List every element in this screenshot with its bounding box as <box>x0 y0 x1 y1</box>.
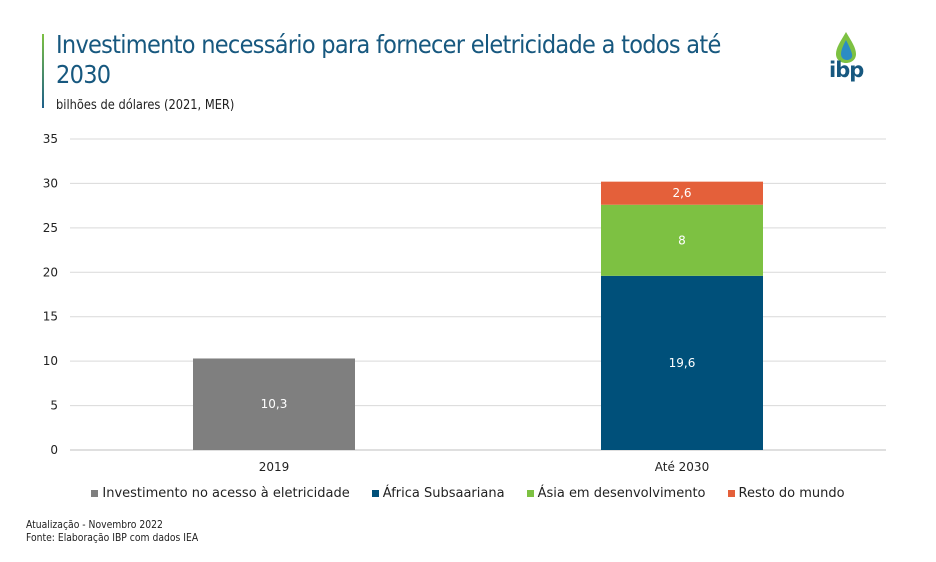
data-label: 8 <box>678 233 686 247</box>
y-tick-label: 10 <box>43 354 58 368</box>
x-tick-label: 2019 <box>259 460 290 474</box>
y-tick-label: 20 <box>43 265 58 279</box>
legend-swatch <box>727 490 735 497</box>
y-tick-label: 15 <box>43 310 58 324</box>
ibp-logo-drop-icon <box>836 32 856 63</box>
y-tick-label: 25 <box>43 221 58 235</box>
chart-legend: Investimento no acesso à eletricidade Áfr… <box>0 486 936 501</box>
legend-item: Ásia em desenvolvimento <box>526 486 706 501</box>
x-tick-label: Até 2030 <box>655 460 709 474</box>
legend-label: Resto do mundo <box>738 486 845 501</box>
bar-segment <box>601 275 763 450</box>
legend-item: Resto do mundo <box>727 486 845 501</box>
y-tick-label: 35 <box>43 132 58 146</box>
legend-item: Investimento no acesso à eletricidade <box>91 486 350 501</box>
title-accent-bar <box>42 34 44 108</box>
ibp-logo-text: ibp <box>829 58 864 82</box>
legend-label: Ásia em desenvolvimento <box>537 486 706 501</box>
legend-label: África Subsaariana <box>382 486 505 501</box>
y-tick-label: 0 <box>50 443 58 457</box>
data-label: 19,6 <box>669 356 696 370</box>
legend-label: Investimento no acesso à eletricidade <box>102 486 350 501</box>
legend-swatch <box>91 490 99 497</box>
bar-segment <box>601 204 763 276</box>
bar-segment <box>193 358 355 450</box>
legend-swatch <box>526 490 534 497</box>
source-note: Fonte: Elaboração IBP com dados IEA <box>26 532 199 544</box>
bar-segment <box>601 181 763 205</box>
chart-subtitle: bilhões de dólares (2021, MER) <box>56 98 235 113</box>
data-label: 2,6 <box>672 186 691 200</box>
chart-title: Investimento necessário para fornecer el… <box>56 30 721 89</box>
data-label: 10,3 <box>261 397 288 411</box>
legend-item: África Subsaariana <box>371 486 505 501</box>
update-note: Atualização - Novembro 2022 <box>26 519 163 531</box>
y-tick-label: 30 <box>43 176 58 190</box>
y-tick-label: 5 <box>50 399 58 413</box>
legend-swatch <box>371 490 379 497</box>
